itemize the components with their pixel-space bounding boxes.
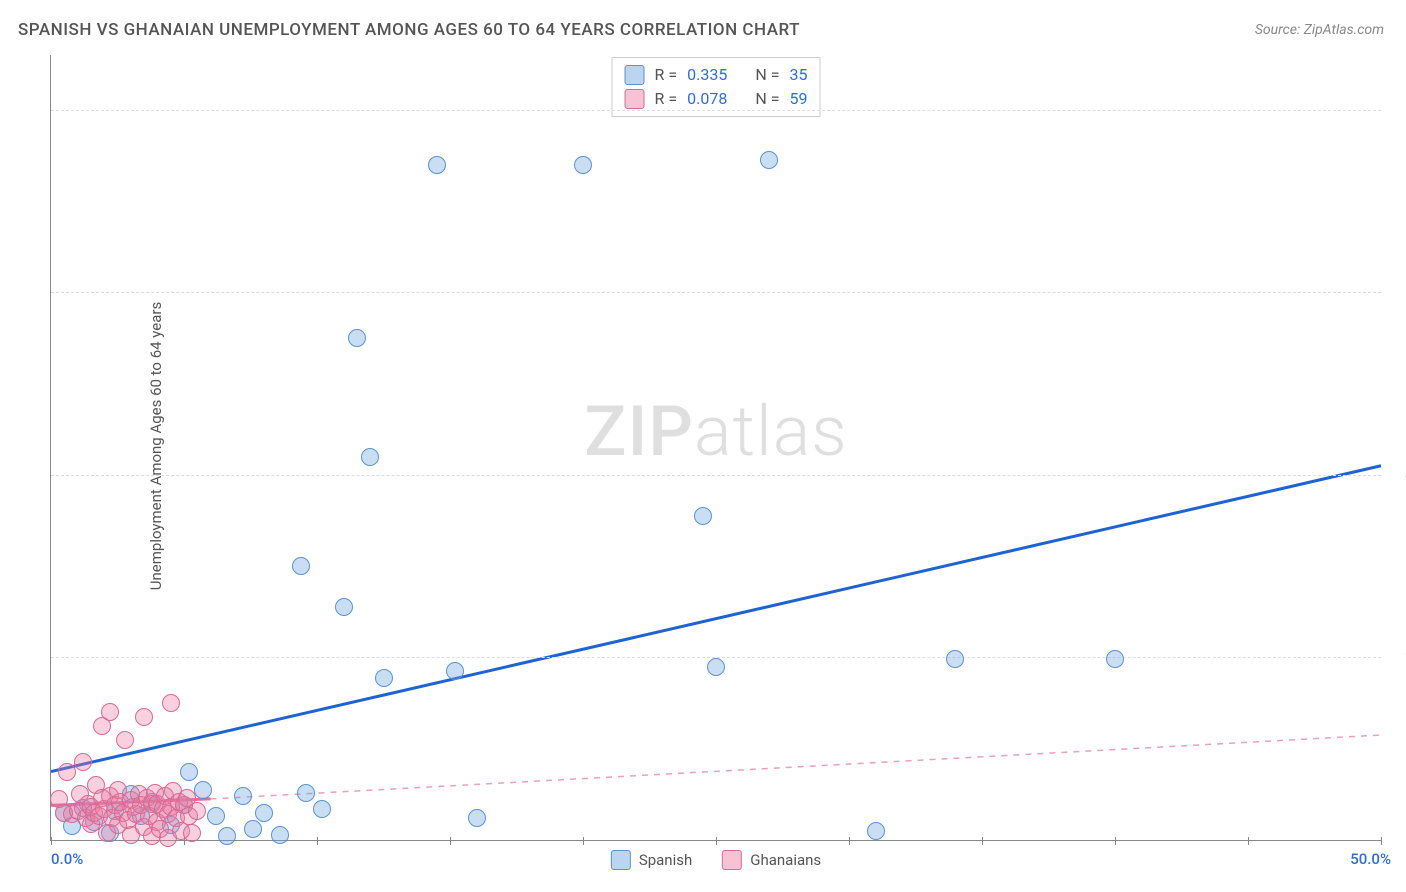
- spanish-point: [313, 800, 331, 818]
- ghanaians-point: [183, 824, 201, 842]
- series-swatch: [722, 850, 742, 870]
- x-axis-max-label: 50.0%: [1350, 850, 1391, 868]
- statbox-row: R = 0.078 N = 59: [625, 87, 808, 111]
- spanish-point: [244, 820, 262, 838]
- x-tick: [1381, 837, 1382, 845]
- x-axis-min-label: 0.0%: [51, 850, 83, 868]
- N-value: 59: [789, 87, 807, 111]
- series-swatch: [625, 89, 645, 109]
- stats-box: R = 0.335 N = 35 R = 0.078 N = 59: [612, 57, 821, 117]
- spanish-point: [867, 822, 885, 840]
- statbox-row: R = 0.335 N = 35: [625, 63, 808, 87]
- series-swatch: [625, 65, 645, 85]
- spanish-point: [375, 669, 393, 687]
- spanish-point: [194, 781, 212, 799]
- legend: Spanish Ghanaians: [611, 850, 821, 870]
- x-tick: [1115, 837, 1116, 845]
- legend-item: Ghanaians: [722, 850, 821, 870]
- R-value: 0.078: [687, 87, 727, 111]
- ghanaians-point: [162, 694, 180, 712]
- spanish-point: [292, 557, 310, 575]
- y-tick-label: 80.0%: [1386, 101, 1406, 119]
- chart-container: SPANISH VS GHANAIAN UNEMPLOYMENT AMONG A…: [0, 0, 1406, 892]
- x-tick: [450, 837, 451, 845]
- ghanaians-point: [116, 731, 134, 749]
- watermark: ZIPatlas: [584, 391, 848, 473]
- spanish-point: [180, 763, 198, 781]
- y-tick-label: 60.0%: [1386, 283, 1406, 301]
- spanish-point: [348, 329, 366, 347]
- ghanaians-point: [188, 802, 206, 820]
- spanish-point: [255, 804, 273, 822]
- plot-area: ZIPatlas R =0.335N =35R =0.078N =59 Span…: [50, 55, 1381, 841]
- spanish-point: [428, 156, 446, 174]
- trend-lines-layer: [51, 55, 1381, 840]
- spanish-point: [271, 826, 289, 844]
- spanish-point: [760, 151, 778, 169]
- N-label: N =: [755, 87, 779, 111]
- N-label: N =: [755, 63, 779, 87]
- spanish-point: [694, 507, 712, 525]
- spanish-point: [297, 784, 315, 802]
- x-tick: [716, 837, 717, 845]
- source-attribution: Source: ZipAtlas.com: [1255, 22, 1384, 38]
- x-tick: [849, 837, 850, 845]
- chart-title: SPANISH VS GHANAIAN UNEMPLOYMENT AMONG A…: [18, 20, 800, 40]
- spanish-trendline: [51, 466, 1381, 772]
- spanish-point: [234, 787, 252, 805]
- R-label: R =: [655, 63, 678, 87]
- series-swatch: [611, 850, 631, 870]
- ghanaians-point: [101, 703, 119, 721]
- x-tick: [51, 837, 52, 845]
- R-label: R =: [655, 87, 678, 111]
- spanish-point: [207, 807, 225, 825]
- ghanaians-point: [135, 708, 153, 726]
- y-tick-label: 40.0%: [1386, 466, 1406, 484]
- x-tick: [982, 837, 983, 845]
- spanish-point: [446, 662, 464, 680]
- gridline: [51, 475, 1381, 476]
- ghanaians-point: [74, 753, 92, 771]
- ghanaians-point: [58, 763, 76, 781]
- legend-label: Ghanaians: [750, 851, 821, 869]
- x-tick: [317, 837, 318, 845]
- gridline: [51, 110, 1381, 111]
- y-tick-label: 20.0%: [1386, 648, 1406, 666]
- spanish-point: [335, 598, 353, 616]
- ghanaians-trendline-extension: [211, 735, 1381, 799]
- spanish-point: [218, 827, 236, 845]
- spanish-point: [574, 156, 592, 174]
- x-tick: [1248, 837, 1249, 845]
- N-value: 35: [789, 63, 807, 87]
- spanish-point: [468, 809, 486, 827]
- spanish-point: [707, 658, 725, 676]
- x-tick: [583, 837, 584, 845]
- spanish-point: [946, 650, 964, 668]
- spanish-point: [1106, 650, 1124, 668]
- legend-item: Spanish: [611, 850, 692, 870]
- R-value: 0.335: [687, 63, 727, 87]
- legend-label: Spanish: [639, 851, 692, 869]
- gridline: [51, 292, 1381, 293]
- spanish-point: [361, 448, 379, 466]
